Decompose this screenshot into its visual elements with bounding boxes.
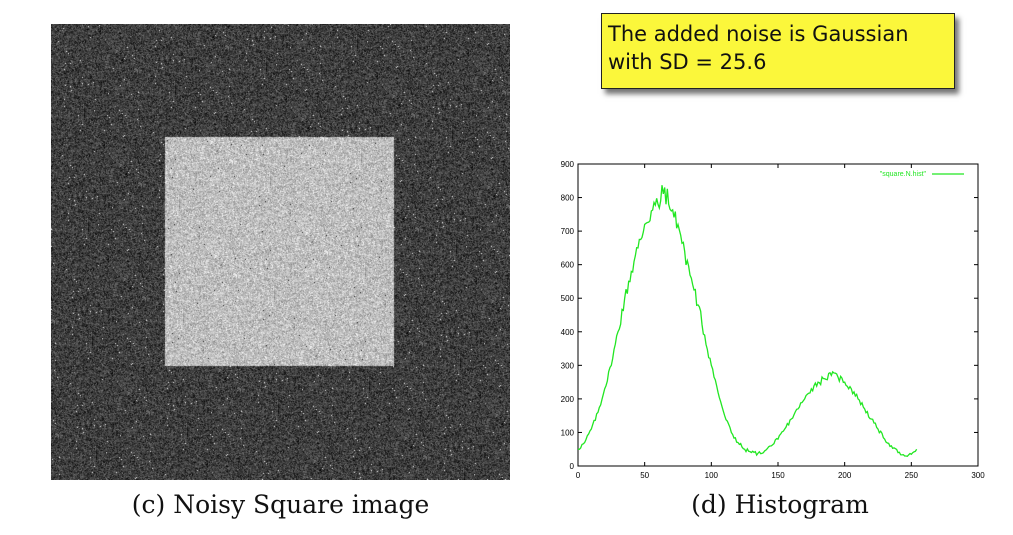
y-tick-label: 800 (561, 194, 575, 203)
noisy-square-canvas (51, 24, 510, 480)
legend-label: "square.N.hist" (880, 171, 927, 178)
y-tick-label: 700 (561, 227, 575, 236)
y-tick-label: 100 (561, 428, 575, 437)
noise-note-line-2: with SD = 25.6 (608, 50, 767, 74)
noisy-square-image (51, 24, 510, 480)
y-tick-label: 600 (561, 261, 575, 270)
noise-note-box: The added noise is Gaussian with SD = 25… (601, 13, 955, 89)
y-tick-label: 200 (561, 395, 575, 404)
y-tick-label: 0 (570, 462, 575, 471)
x-tick-label: 50 (640, 471, 649, 480)
noise-note-line-1: The added noise is Gaussian (608, 22, 909, 46)
noisy-image-caption: (c) Noisy Square image (131, 490, 430, 519)
y-tick-label: 500 (561, 294, 575, 303)
x-tick-label: 0 (576, 471, 581, 480)
plot-frame (577, 163, 979, 467)
x-tick-label: 150 (771, 471, 785, 480)
y-tick-label: 900 (561, 160, 575, 169)
histogram-series-line (577, 185, 918, 458)
x-tick-label: 300 (971, 471, 985, 480)
x-tick-label: 200 (838, 471, 852, 480)
x-tick-label: 100 (705, 471, 719, 480)
y-tick-label: 400 (561, 328, 575, 337)
x-tick-label: 250 (905, 471, 919, 480)
histogram-caption: (d) Histogram (691, 490, 869, 519)
histogram-chart: 0 50 100 150 200 250 300 0 100 200 300 400 500 600 700… (561, 160, 986, 480)
y-tick-label: 300 (561, 361, 575, 370)
